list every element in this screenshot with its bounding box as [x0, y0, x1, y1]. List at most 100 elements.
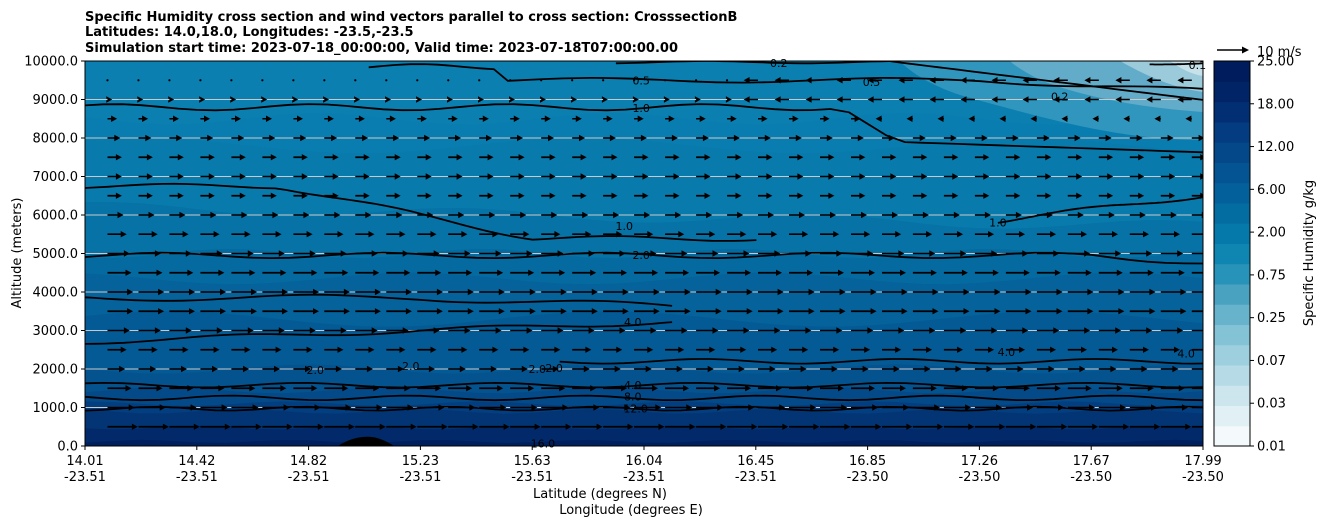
wind-vector: [603, 231, 623, 238]
wind-vector: [169, 365, 187, 373]
wind-vector: [665, 115, 675, 122]
wind-vector: [510, 365, 528, 373]
wind-vector: [510, 269, 535, 276]
wind-vector: [851, 173, 866, 180]
wind-vector: [882, 192, 897, 199]
wind-vector: [912, 173, 928, 180]
wind-vector: [106, 96, 113, 103]
wind-vector: [231, 327, 254, 334]
wind-vector: [1067, 173, 1083, 180]
wind-vector: [293, 250, 316, 257]
wind-vector: [727, 308, 753, 315]
wind-vector: [417, 269, 442, 276]
wind-vector: [324, 115, 334, 122]
wind-vector: [200, 308, 226, 315]
wind-vector: [943, 404, 972, 411]
wind-vector: [943, 134, 957, 142]
wind-vector: [138, 154, 153, 161]
wind-vector: [138, 423, 169, 430]
wind-vector: [417, 288, 443, 296]
wind-vector: [1160, 173, 1176, 180]
wind-vector: [1191, 387, 1203, 390]
wind-vector: [696, 269, 721, 276]
colorbar-segment: [1214, 425, 1250, 447]
wind-vector: [231, 173, 246, 180]
wind-vector: [727, 231, 747, 238]
wind-vector: [231, 288, 257, 296]
contour-label: 4.0: [624, 379, 642, 392]
wind-vector: [386, 327, 409, 334]
wind-vector: [448, 423, 479, 430]
wind-vector: [665, 134, 678, 142]
wind-vector: [479, 327, 502, 334]
wind-vector: [262, 154, 277, 161]
wind-vector: [1036, 346, 1057, 353]
wind-vector: [541, 327, 564, 334]
wind-vector: [448, 250, 471, 257]
wind-vector: [479, 211, 496, 219]
wind-vector: [1036, 250, 1060, 257]
wind-vector: [1067, 423, 1099, 430]
wind-vector: [851, 308, 877, 315]
wind-vector: [386, 423, 417, 430]
wind-vector: [789, 211, 805, 219]
wind-vector: [974, 154, 990, 161]
wind-vector: [448, 231, 468, 238]
wind-vector: [386, 231, 406, 238]
wind-vector: [974, 231, 995, 238]
wind-vector: [820, 327, 843, 334]
wind-vector: [912, 269, 937, 276]
wind-vector: [820, 192, 835, 199]
wind-vector: [943, 269, 968, 276]
wind-vector: [293, 231, 313, 238]
contour-0-2: [615, 61, 1203, 101]
wind-vector: [1005, 308, 1032, 315]
wind-vector: [875, 115, 882, 122]
wind-vector: [510, 173, 525, 180]
wind-vector: [943, 154, 959, 161]
wind-vector: [168, 96, 175, 103]
wind-vector: [138, 231, 158, 238]
contour-label: 12.0: [623, 402, 648, 415]
wind-vector: [898, 77, 913, 84]
wind-vector: [991, 96, 1006, 103]
wind-vector: [820, 211, 836, 219]
wind-vector: [912, 154, 928, 161]
wind-vector: [292, 79, 295, 82]
wind-vector: [758, 173, 773, 180]
contour-label: 16.0: [531, 438, 556, 451]
wind-vector: [758, 288, 784, 296]
wind-vector: [758, 154, 773, 161]
wind-vector: [1036, 327, 1060, 334]
colorbar-segment: [1214, 81, 1250, 103]
contour-label: 2.0: [545, 362, 563, 375]
wind-vector: [137, 79, 140, 82]
wind-vector: [943, 327, 967, 334]
wind-vector: [355, 173, 370, 180]
wind-vector: [1067, 250, 1091, 257]
wind-vector: [479, 288, 505, 296]
quiver-key-label: 10 m/s: [1257, 45, 1302, 60]
wind-vector: [1160, 385, 1185, 392]
wind-vector: [1036, 308, 1063, 315]
wind-vector: [416, 96, 423, 103]
wind-vector: [1191, 211, 1203, 219]
wind-vector: [138, 115, 149, 122]
x-tick-label-lon: -23.51: [623, 470, 665, 485]
wind-vector: [572, 288, 598, 296]
wind-vector: [1005, 154, 1021, 161]
wind-vector: [386, 404, 414, 411]
plot-area: [85, 61, 1203, 446]
wind-vector: [1067, 327, 1091, 334]
wind-vector: [541, 250, 564, 257]
wind-vector: [1067, 231, 1087, 238]
x-axis-label-longitude: Longitude (degrees E): [559, 503, 703, 518]
wind-vector: [882, 404, 910, 411]
wind-vector: [943, 346, 964, 353]
wind-vector: [1160, 269, 1185, 276]
contour-label: 2.0: [632, 249, 650, 262]
wind-vector: [417, 404, 445, 411]
wind-vector: [293, 365, 311, 373]
wind-vector: [541, 173, 556, 180]
wind-vector: [262, 115, 272, 122]
